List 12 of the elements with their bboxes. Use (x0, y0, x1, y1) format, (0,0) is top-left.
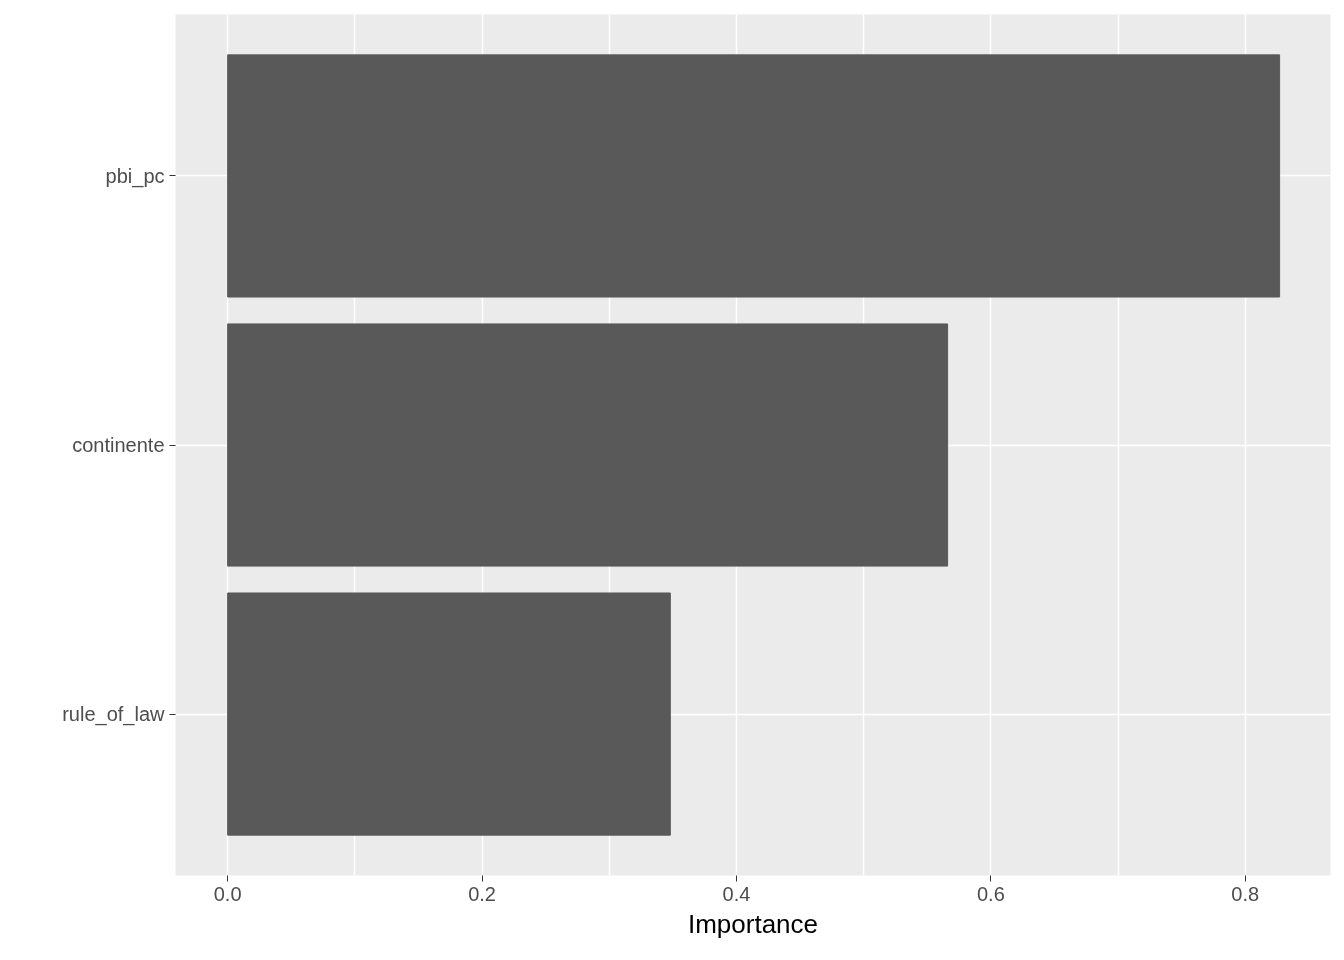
x-tick-label: 0.0 (213, 882, 242, 905)
x-tick-label: 0.6 (976, 882, 1005, 905)
bar (227, 592, 671, 836)
bar (227, 54, 1281, 298)
x-tick-label: 0.2 (468, 882, 496, 905)
y-tick-label: rule_of_law (62, 703, 166, 727)
x-tick-label: 0.8 (1231, 882, 1260, 905)
x-axis-title: Importance (687, 908, 819, 939)
y-tick-label: pbi_pc (105, 164, 165, 188)
y-tick-label: continente (72, 434, 165, 456)
x-tick-label: 0.4 (722, 882, 751, 905)
bar (227, 323, 949, 567)
